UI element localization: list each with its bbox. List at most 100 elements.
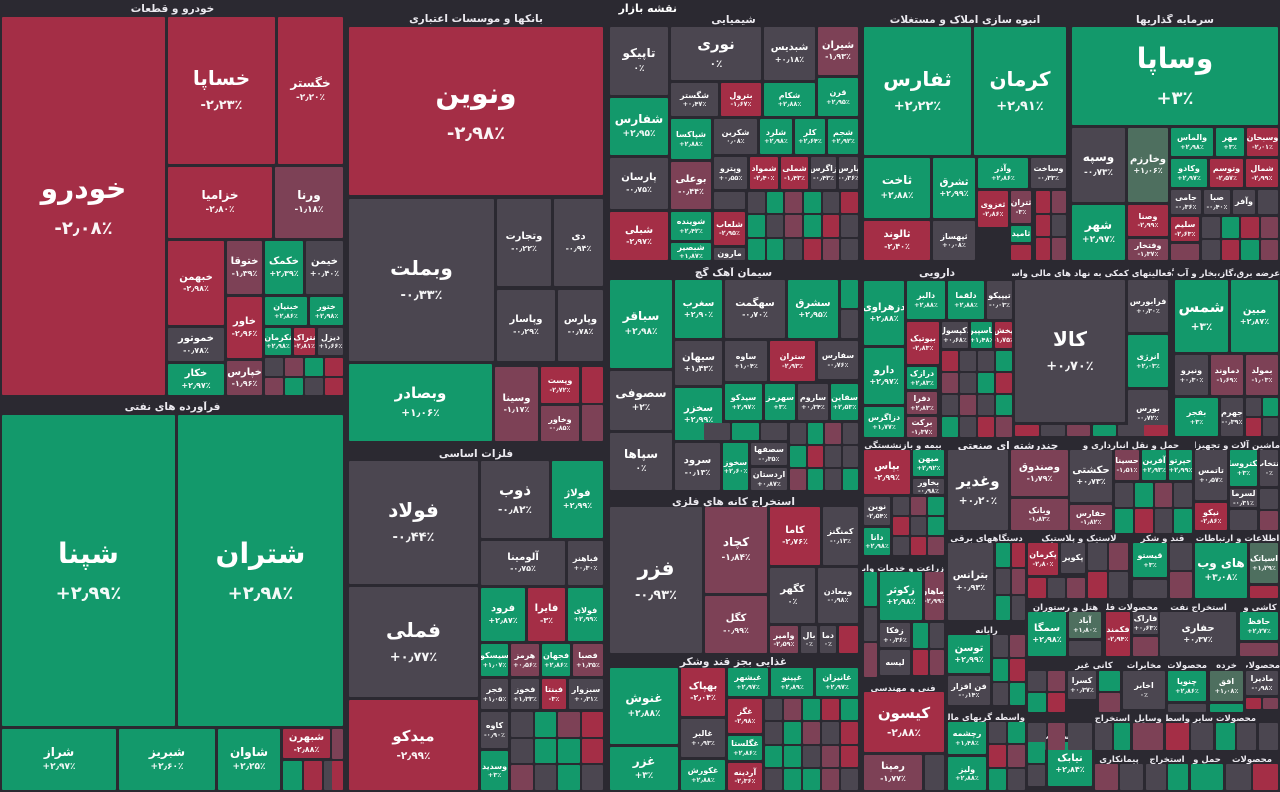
mosaic-tile[interactable] [825, 469, 841, 490]
mosaic-tile[interactable] [864, 643, 877, 677]
mosaic-tile[interactable] [1115, 509, 1133, 533]
mosaic-tile[interactable] [784, 745, 801, 767]
mosaic-tile[interactable] [822, 238, 840, 260]
mosaic-tile[interactable] [1210, 704, 1243, 712]
mosaic-tile[interactable] [1216, 723, 1235, 750]
mosaic-tile[interactable] [581, 712, 603, 737]
mosaic-tile[interactable] [765, 699, 782, 721]
tile-بیوتیک[interactable]: بیوتیک -۲٫۸۳٪ [907, 322, 939, 364]
tile-سشرق[interactable]: سشرق +۲٫۹۵٪ [788, 280, 838, 338]
tile-ختوقا[interactable]: ختوقا -۱٫۳۹٪ [227, 241, 262, 294]
tile-آباد[interactable]: آباد +۱٫۸۰٪ [1069, 612, 1101, 638]
tile-تیپیکو[interactable]: تیپیکو -۰٫۰۳٪ [987, 281, 1012, 319]
mosaic-tile[interactable] [1260, 489, 1278, 509]
mosaic-tile[interactable] [283, 761, 302, 790]
tile-سهرمز[interactable]: سهرمز +۳٪ [765, 384, 795, 420]
tile-شبریز[interactable]: شبریز +۲٫۶۰٪ [119, 729, 215, 790]
mosaic-tile[interactable] [910, 517, 927, 535]
tile-جهرم[interactable]: جهرم -۰٫۳۹٪ [1221, 398, 1243, 436]
tile-وسپه[interactable]: وسپه -۰٫۷۳٪ [1072, 128, 1125, 202]
mosaic-tile[interactable] [978, 373, 994, 393]
tile-شکام[interactable]: شکام +۲٫۸۸٪ [764, 83, 815, 116]
mosaic-tile[interactable] [822, 215, 840, 237]
tile-کاوه[interactable]: کاوه -۰٫۹۰٪ [481, 712, 508, 748]
mosaic-tile[interactable] [790, 423, 806, 444]
mosaic-tile[interactable] [893, 517, 909, 535]
tile-غپینو[interactable]: غپینو +۲٫۸۹٪ [771, 668, 813, 696]
mosaic-tile[interactable] [960, 351, 976, 371]
tile-درازک[interactable]: درازک +۲٫۸۳٪ [907, 367, 937, 389]
tile-کاما[interactable]: کاما -۲٫۷۶٪ [770, 507, 820, 565]
mosaic-tile[interactable] [1011, 543, 1025, 568]
mosaic-tile[interactable] [703, 423, 730, 440]
mosaic-tile[interactable] [929, 650, 944, 675]
mosaic-tile[interactable] [960, 417, 976, 437]
mosaic-tile[interactable] [804, 238, 821, 260]
mosaic-tile[interactable] [803, 722, 820, 744]
mosaic-tile[interactable] [1250, 586, 1278, 598]
tile-وآفر[interactable]: وآفر [1233, 190, 1255, 214]
mosaic-tile[interactable] [325, 358, 343, 376]
mosaic-tile[interactable] [841, 768, 858, 790]
mosaic-tile[interactable] [305, 358, 323, 376]
mosaic-tile[interactable] [332, 729, 343, 759]
mosaic-tile[interactable] [511, 712, 533, 737]
mosaic-tile[interactable] [864, 607, 877, 642]
mosaic-tile[interactable] [748, 238, 765, 260]
mosaic-tile[interactable] [929, 623, 944, 648]
tile-بپاس[interactable]: بپاس -۲٫۹۹٪ [864, 450, 910, 494]
tile-والماس[interactable]: والماس +۲٫۹۸٪ [1171, 128, 1213, 156]
tile-ثغزوی[interactable]: ثغزوی -۲٫۸۶٪ [978, 191, 1008, 227]
tile-ورنا[interactable]: ورنا -۱٫۱۸٪ [275, 167, 343, 238]
mosaic-tile[interactable] [864, 572, 877, 606]
tile-وسینا[interactable]: وسینا -۱٫۱۷٪ [495, 367, 538, 441]
mosaic-tile[interactable] [785, 192, 802, 214]
mosaic-tile[interactable] [978, 351, 994, 371]
tile-ثپهساز[interactable]: ثپهساز +۰٫۰۸٪ [933, 221, 975, 260]
tile-ذوب[interactable]: ذوب -۰٫۸۲٪ [481, 461, 549, 538]
tile-شیران[interactable]: شیران -۱٫۹۳٪ [818, 27, 858, 75]
mosaic-tile[interactable] [1028, 742, 1045, 763]
mosaic-tile[interactable] [996, 395, 1012, 415]
tile-سیهان[interactable]: سیهان +۱٫۴۳٪ [675, 341, 722, 385]
mosaic-tile[interactable] [910, 537, 927, 555]
mosaic-tile[interactable] [1036, 214, 1050, 237]
tile-وامیر[interactable]: وامیر -۲٫۵۹٪ [770, 626, 798, 653]
mosaic-tile[interactable] [332, 760, 343, 790]
mosaic-tile[interactable] [1011, 595, 1025, 620]
tile-قیستو[interactable]: قیستو +۳٪ [1133, 543, 1167, 577]
mosaic-tile[interactable] [1066, 425, 1091, 436]
tile-وساپا[interactable]: وساپا +۳٪ [1072, 27, 1278, 125]
tile-وخارزم[interactable]: وخارزم +۱٫۰۶٪ [1128, 128, 1168, 202]
tile-انرژی[interactable]: انرژی +۲٫۰۳٪ [1128, 335, 1168, 387]
tile-سپاها[interactable]: سپاها ۰٪ [610, 433, 672, 490]
mosaic-tile[interactable] [1052, 214, 1066, 237]
tile-سباقر[interactable]: سباقر +۲٫۹۸٪ [610, 280, 672, 368]
tile-پارس[interactable]: پارس-۰٫۳۶٪ [839, 157, 858, 189]
mosaic-tile[interactable] [989, 722, 1006, 744]
tile-سغرب[interactable]: سغرب +۲٫۹۰٪ [675, 280, 722, 338]
tile-فکمند[interactable]: فکمند -۲٫۹۴٪ [1106, 612, 1130, 656]
mosaic-tile[interactable] [841, 722, 858, 744]
tile-خساپا[interactable]: خساپا -۲٫۲۳٪ [168, 17, 275, 164]
mosaic-tile[interactable] [1118, 425, 1143, 436]
tile-میهن[interactable]: میهن +۲٫۹۲٪ [913, 450, 944, 476]
mosaic-tile[interactable] [1088, 543, 1107, 570]
tile-غانیزان[interactable]: غانیزان +۲٫۹۷٪ [816, 668, 858, 696]
mosaic-tile[interactable] [960, 395, 976, 415]
mosaic-tile[interactable] [978, 395, 994, 415]
mosaic-tile[interactable] [1036, 191, 1050, 213]
mosaic-tile[interactable] [1099, 692, 1120, 712]
mosaic-tile[interactable] [842, 469, 858, 490]
tile-دیزل[interactable]: دیزل +۱٫۶۶٪ [318, 328, 343, 355]
mosaic-tile[interactable] [265, 358, 283, 376]
tile-حکشتی[interactable]: حکشتی +۰٫۷۳٪ [1070, 450, 1112, 502]
mosaic-tile[interactable] [841, 238, 858, 260]
tile-سیدکو[interactable]: سیدکو +۲٫۹۷٪ [725, 384, 762, 420]
tile-فایرا[interactable]: فایرا -۳٪ [528, 588, 565, 641]
mosaic-tile[interactable] [1174, 483, 1192, 507]
tile-دما[interactable]: دما ۰٪ [820, 626, 836, 653]
tile-اردستان[interactable]: اردستان +۰٫۸۷٪ [751, 468, 787, 490]
tile-رمپنا[interactable]: رمپنا -۱٫۷۷٪ [864, 755, 922, 790]
mosaic-tile[interactable] [785, 215, 802, 237]
